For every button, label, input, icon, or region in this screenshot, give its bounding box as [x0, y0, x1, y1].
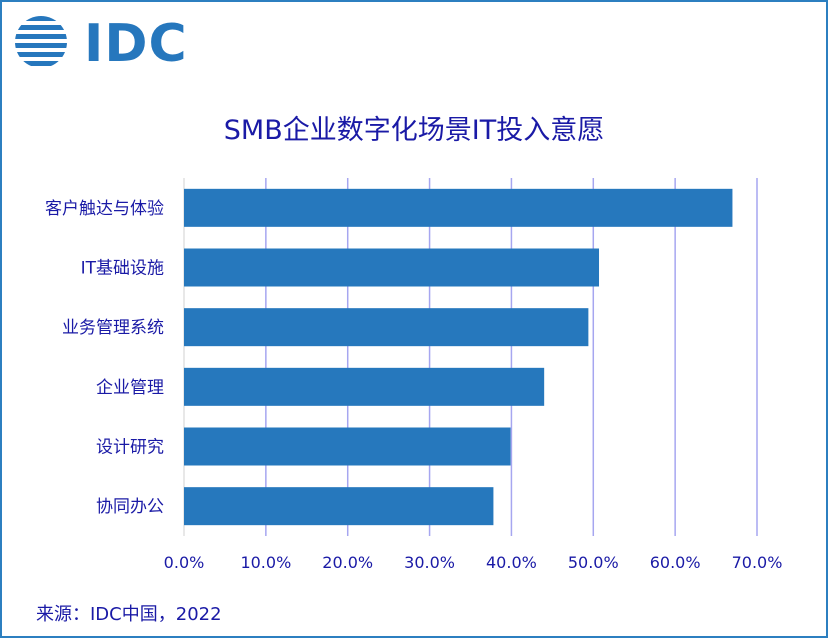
bar [184, 308, 589, 347]
bar [184, 248, 600, 287]
x-tick-label: 0.0% [164, 553, 205, 572]
globe-icon [15, 16, 67, 66]
x-tick-label: 40.0% [486, 553, 537, 572]
source-note: 来源：IDC中国，2022 [36, 604, 222, 625]
logo-wordmark: IDC [84, 14, 188, 74]
bar [184, 487, 494, 526]
x-tick-label: 30.0% [404, 553, 455, 572]
x-tick-label: 10.0% [240, 553, 291, 572]
x-tick-label: 60.0% [650, 553, 701, 572]
chart-title: SMB企业数字化场景IT投入意愿 [223, 115, 605, 146]
x-tick-label: 70.0% [732, 553, 783, 572]
x-tick-label: 20.0% [322, 553, 373, 572]
category-label: 业务管理系统 [62, 318, 164, 338]
idc-logo: IDC [14, 14, 194, 72]
x-tick-label: 50.0% [568, 553, 619, 572]
bar [184, 427, 511, 466]
category-label: IT基础设施 [81, 259, 164, 279]
category-label: 协同办公 [96, 497, 164, 517]
bar [184, 188, 733, 227]
category-label: 设计研究 [96, 438, 164, 458]
category-label: 企业管理 [96, 378, 164, 398]
category-label: 客户触达与体验 [45, 199, 164, 219]
bar [184, 367, 545, 406]
